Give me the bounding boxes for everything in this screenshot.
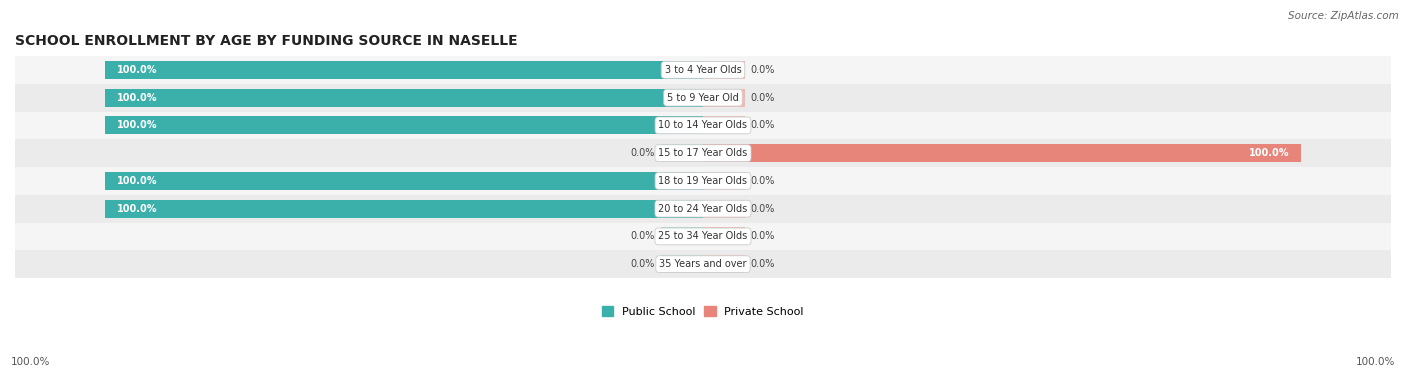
Text: Source: ZipAtlas.com: Source: ZipAtlas.com [1288, 11, 1399, 21]
Bar [703, 61, 745, 79]
Bar [15, 223, 1391, 250]
Text: 0.0%: 0.0% [751, 259, 775, 269]
Text: 5 to 9 Year Old: 5 to 9 Year Old [666, 93, 740, 103]
Bar [15, 112, 1391, 139]
Text: 25 to 34 Year Olds: 25 to 34 Year Olds [658, 231, 748, 242]
Bar [661, 144, 703, 162]
Legend: Public School, Private School: Public School, Private School [598, 302, 808, 321]
Text: SCHOOL ENROLLMENT BY AGE BY FUNDING SOURCE IN NASELLE: SCHOOL ENROLLMENT BY AGE BY FUNDING SOUR… [15, 34, 517, 48]
Text: 0.0%: 0.0% [631, 231, 655, 242]
Bar [703, 172, 745, 190]
Bar [15, 56, 1391, 84]
Text: 0.0%: 0.0% [751, 65, 775, 75]
Text: 100.0%: 100.0% [117, 93, 157, 103]
Text: 100.0%: 100.0% [117, 121, 157, 130]
Text: 3 to 4 Year Olds: 3 to 4 Year Olds [665, 65, 741, 75]
Bar [703, 200, 745, 218]
Text: 100.0%: 100.0% [1355, 357, 1395, 367]
Bar [104, 116, 703, 135]
Bar [104, 88, 703, 107]
Bar [661, 228, 703, 245]
Bar [703, 228, 745, 245]
Text: 0.0%: 0.0% [751, 231, 775, 242]
Bar [104, 200, 703, 218]
Bar [703, 144, 1302, 162]
Bar [104, 61, 703, 79]
Bar [15, 167, 1391, 195]
Bar [15, 250, 1391, 278]
Bar [703, 88, 745, 107]
Bar [15, 139, 1391, 167]
Text: 100.0%: 100.0% [117, 176, 157, 186]
Text: 35 Years and over: 35 Years and over [659, 259, 747, 269]
Text: 15 to 17 Year Olds: 15 to 17 Year Olds [658, 148, 748, 158]
Bar [104, 172, 703, 190]
Bar [703, 116, 745, 135]
Text: 10 to 14 Year Olds: 10 to 14 Year Olds [658, 121, 748, 130]
Text: 0.0%: 0.0% [631, 259, 655, 269]
Text: 100.0%: 100.0% [117, 204, 157, 214]
Bar [15, 195, 1391, 223]
Text: 18 to 19 Year Olds: 18 to 19 Year Olds [658, 176, 748, 186]
Text: 20 to 24 Year Olds: 20 to 24 Year Olds [658, 204, 748, 214]
Text: 0.0%: 0.0% [751, 204, 775, 214]
Text: 0.0%: 0.0% [751, 121, 775, 130]
Bar [15, 84, 1391, 112]
Text: 100.0%: 100.0% [117, 65, 157, 75]
Bar [703, 255, 745, 273]
Text: 0.0%: 0.0% [751, 176, 775, 186]
Bar [661, 255, 703, 273]
Text: 0.0%: 0.0% [751, 93, 775, 103]
Text: 100.0%: 100.0% [11, 357, 51, 367]
Text: 0.0%: 0.0% [631, 148, 655, 158]
Text: 100.0%: 100.0% [1249, 148, 1289, 158]
